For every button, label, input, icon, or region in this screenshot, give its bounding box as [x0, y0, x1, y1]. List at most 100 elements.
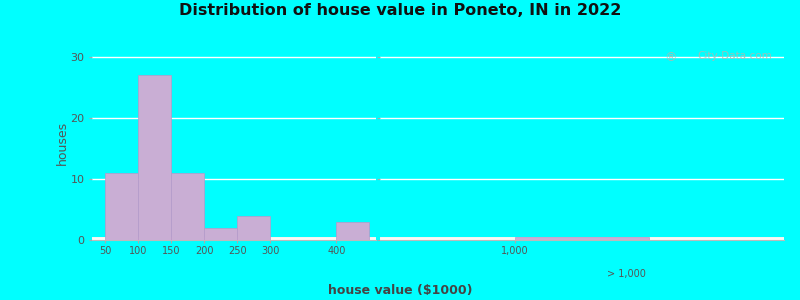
- Bar: [380, 239, 784, 240]
- Bar: [92, 239, 376, 240]
- Bar: [92, 238, 376, 239]
- Bar: [171, 173, 204, 240]
- Bar: [380, 238, 784, 239]
- Bar: [380, 239, 784, 240]
- Bar: [92, 238, 376, 239]
- Bar: [92, 238, 376, 240]
- Bar: [380, 238, 784, 239]
- Bar: [514, 237, 650, 240]
- Bar: [92, 239, 376, 240]
- Bar: [380, 239, 784, 240]
- Bar: [92, 238, 376, 240]
- Bar: [380, 238, 784, 239]
- Bar: [380, 239, 784, 240]
- Bar: [380, 238, 784, 239]
- Bar: [380, 238, 784, 239]
- Bar: [380, 238, 784, 239]
- Bar: [92, 239, 376, 240]
- Bar: [92, 239, 376, 240]
- Bar: [92, 239, 376, 240]
- Bar: [380, 238, 784, 240]
- Bar: [380, 238, 784, 239]
- Bar: [92, 238, 376, 239]
- Bar: [92, 238, 376, 239]
- Bar: [380, 238, 784, 240]
- Bar: [92, 238, 376, 239]
- Bar: [138, 76, 171, 240]
- Bar: [92, 239, 376, 240]
- Bar: [380, 239, 784, 240]
- Bar: [92, 238, 376, 239]
- Bar: [92, 238, 376, 239]
- Bar: [380, 239, 784, 240]
- Bar: [380, 238, 784, 239]
- Bar: [92, 238, 376, 239]
- Bar: [380, 238, 784, 239]
- Bar: [92, 238, 376, 239]
- Bar: [380, 239, 784, 240]
- Bar: [92, 239, 376, 240]
- Bar: [92, 239, 376, 240]
- Bar: [380, 238, 784, 239]
- Bar: [92, 238, 376, 239]
- Bar: [380, 239, 784, 240]
- Bar: [92, 239, 376, 240]
- Bar: [380, 238, 784, 239]
- Bar: [92, 239, 376, 240]
- Bar: [380, 239, 784, 240]
- Bar: [380, 239, 784, 240]
- Bar: [380, 238, 784, 239]
- Bar: [92, 239, 376, 240]
- Bar: [92, 238, 376, 240]
- Bar: [92, 239, 376, 240]
- Bar: [380, 239, 784, 240]
- Bar: [92, 239, 376, 240]
- Bar: [92, 239, 376, 240]
- Bar: [92, 238, 376, 239]
- Bar: [92, 238, 376, 239]
- Bar: [92, 238, 376, 239]
- Bar: [92, 239, 376, 240]
- Bar: [380, 238, 784, 239]
- Bar: [380, 239, 784, 240]
- Bar: [92, 238, 376, 239]
- Bar: [92, 238, 376, 240]
- Bar: [92, 238, 376, 239]
- Text: ®: ®: [665, 51, 677, 64]
- Bar: [380, 238, 784, 239]
- Bar: [92, 238, 376, 239]
- Bar: [380, 238, 784, 239]
- Bar: [92, 238, 376, 239]
- Bar: [92, 238, 376, 239]
- Bar: [92, 239, 376, 240]
- Bar: [380, 239, 784, 240]
- Bar: [92, 239, 376, 240]
- Bar: [380, 239, 784, 240]
- Bar: [92, 239, 376, 240]
- Bar: [380, 238, 784, 239]
- Bar: [380, 239, 784, 240]
- Bar: [380, 238, 784, 239]
- Bar: [380, 238, 784, 239]
- Bar: [380, 238, 784, 240]
- Bar: [92, 238, 376, 240]
- Bar: [380, 239, 784, 240]
- Bar: [92, 238, 376, 239]
- Bar: [380, 239, 784, 240]
- Bar: [92, 238, 376, 239]
- Bar: [92, 239, 376, 240]
- Bar: [92, 238, 376, 239]
- Bar: [92, 239, 376, 240]
- Bar: [380, 238, 784, 240]
- Bar: [380, 238, 784, 239]
- Bar: [92, 238, 376, 239]
- Bar: [92, 238, 376, 239]
- Bar: [380, 238, 784, 239]
- Bar: [380, 238, 784, 239]
- Bar: [92, 239, 376, 240]
- Bar: [92, 238, 376, 239]
- Bar: [92, 238, 376, 239]
- Bar: [92, 238, 376, 239]
- Bar: [380, 239, 784, 240]
- Bar: [380, 238, 784, 239]
